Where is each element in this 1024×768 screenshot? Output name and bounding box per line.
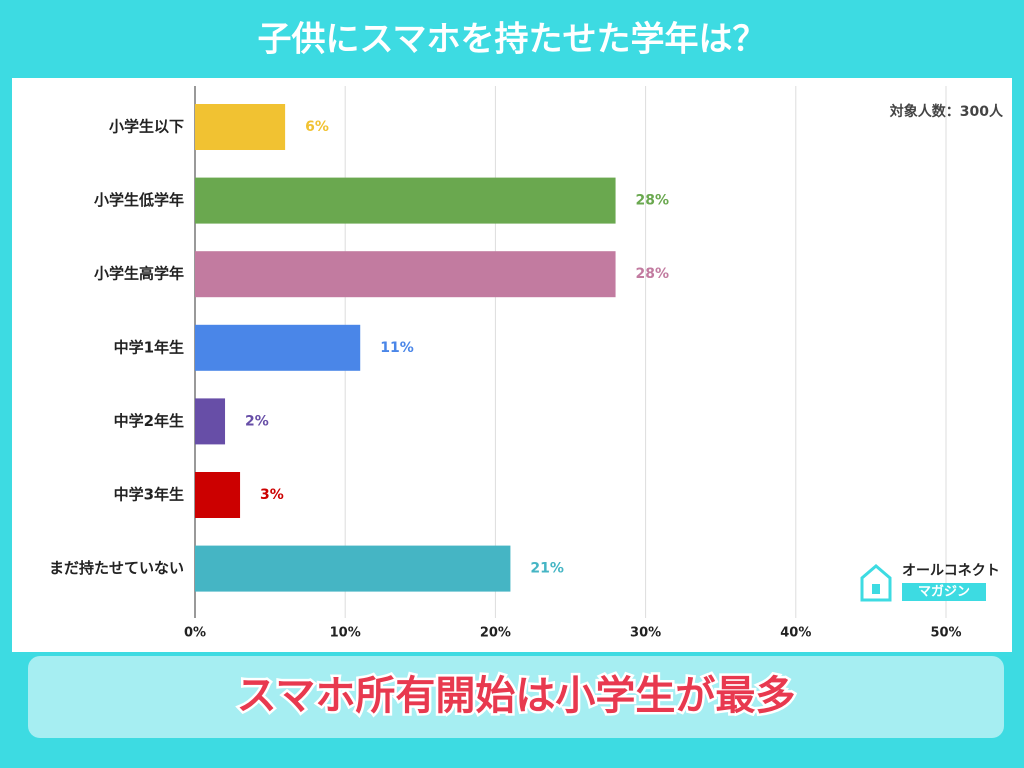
value-label: 11% — [380, 340, 414, 356]
headline: スマホ所有開始は小学生が最多 — [237, 673, 796, 719]
logo-sub-bg — [902, 583, 986, 601]
plot-panel — [12, 78, 1012, 652]
x-tick-label: 0% — [184, 626, 206, 641]
y-tick-label: 小学生高学年 — [94, 265, 184, 283]
bar — [195, 251, 616, 298]
chart-title: 子供にスマホを持たせた学年は？ — [258, 20, 767, 60]
x-tick-label: 50% — [930, 626, 961, 641]
logo-sub: マガジン — [918, 585, 970, 600]
value-label: 21% — [530, 561, 564, 577]
value-label: 28% — [636, 266, 670, 282]
logo-icon-door — [872, 584, 880, 594]
logo-icon — [860, 564, 892, 602]
x-tick-label: 30% — [630, 626, 661, 641]
bar — [195, 398, 226, 445]
value-label: 2% — [245, 413, 269, 429]
y-tick-label: 中学2年生 — [114, 412, 184, 430]
x-tick-label: 40% — [780, 626, 811, 641]
x-tick-label: 10% — [330, 626, 361, 641]
y-tick-label: 小学生低学年 — [94, 191, 184, 209]
y-tick-label: 小学生以下 — [109, 118, 184, 136]
y-tick-label: まだ持たせていない — [49, 559, 184, 577]
logo-name: オールコネクト — [902, 563, 1000, 579]
bar — [195, 177, 616, 224]
x-tick-label: 20% — [480, 626, 511, 641]
headline-box — [28, 656, 1004, 738]
bar — [195, 324, 361, 371]
value-label: 3% — [260, 487, 284, 503]
y-tick-label: 中学1年生 — [114, 338, 184, 356]
bar — [195, 472, 241, 518]
bar — [195, 545, 511, 592]
y-tick-label: 中学3年生 — [114, 486, 184, 504]
value-label: 28% — [636, 193, 670, 209]
bar — [195, 104, 286, 150]
logo: オールコネクト マガジン — [860, 563, 1000, 602]
value-label: 6% — [305, 119, 329, 135]
